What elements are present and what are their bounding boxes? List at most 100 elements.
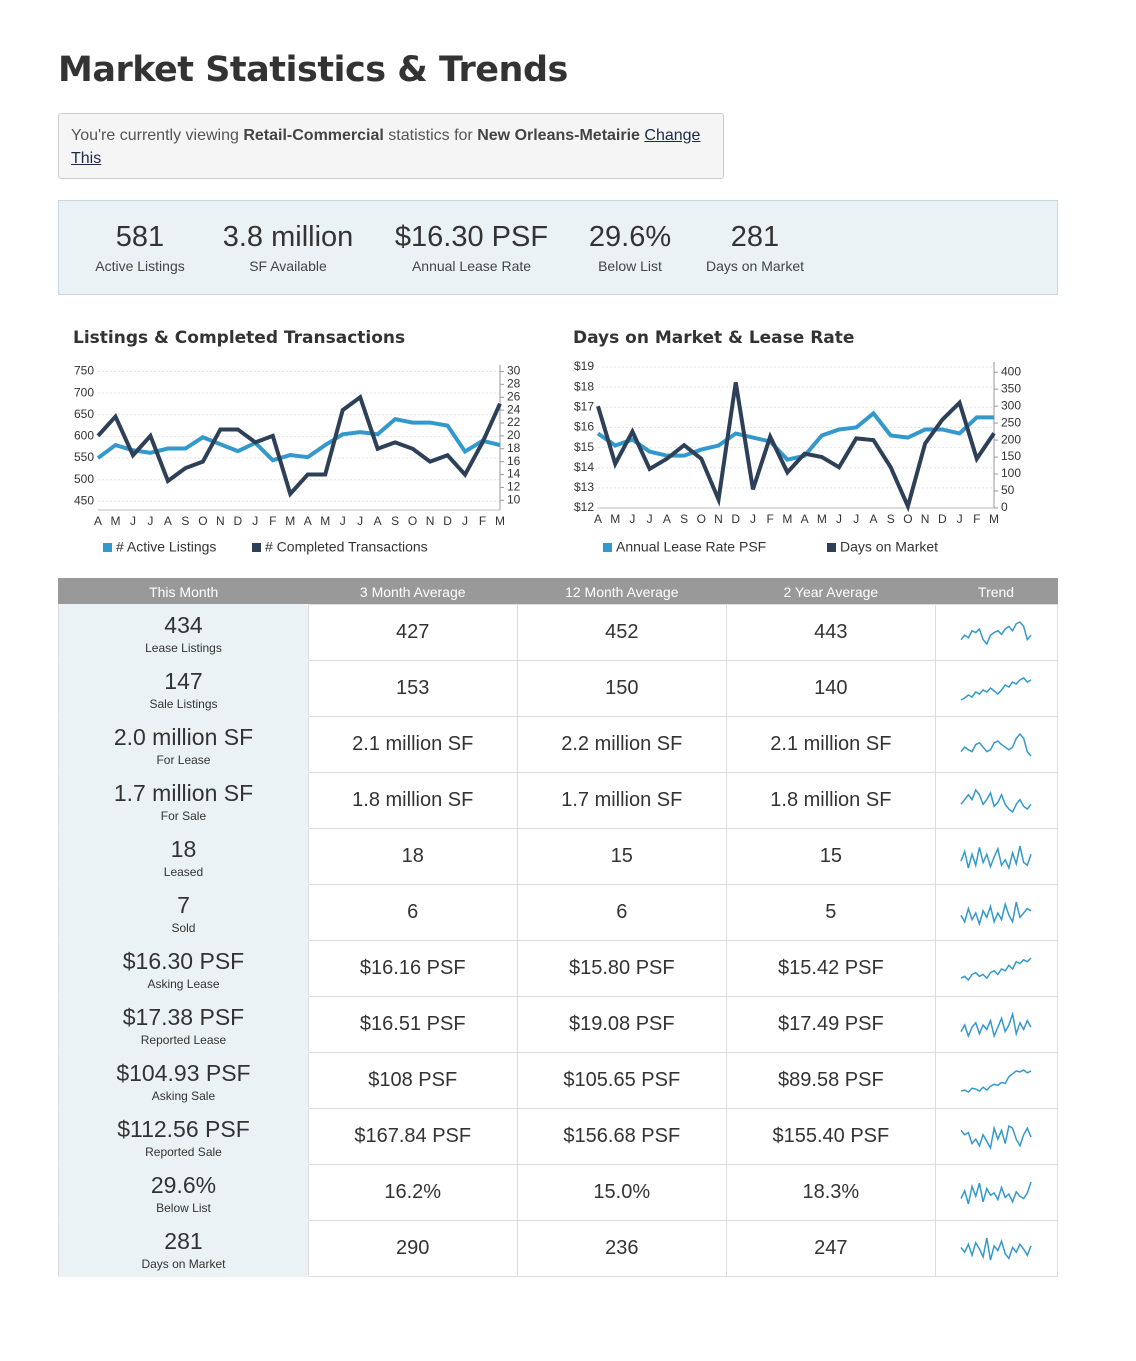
- sparkline: [960, 956, 1032, 981]
- notice-text: statistics for: [388, 127, 473, 144]
- legend-swatch: [603, 543, 612, 552]
- average-cell: 247: [726, 1220, 936, 1277]
- stat-label: Below List: [598, 258, 662, 274]
- stat: 29.6% Below List: [574, 221, 686, 274]
- table-row: $112.56 PSF Reported Sale $167.84 PSF $156.…: [58, 1108, 1059, 1165]
- trend-cell: [934, 604, 1059, 661]
- x-tick-label: N: [216, 514, 225, 528]
- x-tick-label: A: [164, 514, 172, 528]
- legend-label: Annual Lease Rate PSF: [616, 539, 766, 555]
- average-cell: 15: [726, 828, 936, 885]
- x-tick-label: A: [801, 512, 809, 526]
- sparkline-line: [960, 900, 1032, 926]
- cell-value: 434: [164, 611, 203, 638]
- x-tick-label: J: [853, 512, 859, 526]
- x-tick-label: J: [462, 514, 468, 528]
- average-cell: 18.3%: [726, 1164, 936, 1221]
- x-tick-label: A: [304, 514, 312, 528]
- x-tick-label: D: [731, 512, 740, 526]
- trend-cell: [934, 716, 1059, 773]
- y-tick-label: $17: [574, 399, 594, 413]
- x-tick-label: N: [921, 512, 930, 526]
- average-cell: 15: [516, 828, 728, 885]
- y2-tick-label: 0: [1001, 500, 1008, 514]
- cell-value: $112.56 PSF: [117, 1115, 250, 1142]
- sparkline-line: [960, 1237, 1033, 1260]
- x-tick-label: D: [938, 512, 947, 526]
- x-tick-label: J: [750, 512, 756, 526]
- average-cell: 236: [516, 1220, 728, 1277]
- average-cell: $108 PSF: [307, 1052, 518, 1109]
- y-tick-label: 550: [74, 450, 94, 464]
- x-tick-label: M: [989, 512, 999, 526]
- average-cell: $105.65 PSF: [516, 1052, 728, 1109]
- average-cell: 150: [516, 660, 728, 717]
- cell-value: 18: [170, 835, 197, 862]
- notice: You're currently viewing Retail-Commerci…: [58, 113, 724, 179]
- x-tick-label: O: [697, 512, 706, 526]
- cell-value: 1.7 million SF: [113, 779, 254, 806]
- cell-value: 7: [177, 891, 190, 918]
- average-cell: 427: [307, 604, 518, 661]
- change-link[interactable]: Change This: [71, 127, 701, 167]
- x-tick-label: J: [629, 512, 635, 526]
- y2-tick-label: 30: [507, 364, 521, 378]
- x-tick-label: O: [903, 512, 912, 526]
- average-cell: $15.80 PSF: [516, 940, 728, 997]
- x-tick-label: A: [594, 512, 602, 526]
- series-line: [96, 416, 501, 463]
- cell-value: 2.0 million SF: [113, 723, 254, 750]
- y2-tick-label: 22: [507, 415, 521, 429]
- y-tick-label: $18: [574, 379, 594, 393]
- table-row: $16.30 PSF Asking Lease $16.16 PSF $15.80 P…: [58, 940, 1059, 997]
- stat: 3.8 million SF Available: [209, 221, 367, 274]
- cell-value: 147: [164, 667, 203, 694]
- average-cell: 452: [516, 604, 728, 661]
- sparkline: [960, 900, 1032, 926]
- cell-label: Below List: [156, 1200, 211, 1215]
- sparkline: [960, 787, 1032, 813]
- y2-tick-label: 16: [507, 454, 521, 468]
- trend-cell: [934, 1052, 1059, 1109]
- table-row: 147 Sale Listings 153 150 140: [58, 660, 1059, 717]
- y2-tick-label: 150: [1001, 449, 1021, 463]
- x-tick-label: A: [663, 512, 671, 526]
- cell-label: For Lease: [156, 752, 211, 767]
- sparkline-line: [960, 1181, 1033, 1204]
- y-tick-label: $15: [574, 440, 594, 454]
- stat-value: 581: [115, 221, 165, 253]
- average-cell: $15.42 PSF: [726, 940, 936, 997]
- sparkline-line: [960, 787, 1032, 813]
- trend-cell: [934, 1220, 1059, 1277]
- y2-tick-label: 18: [507, 441, 521, 455]
- table-row: 2.0 million SF For Lease 2.1 million SF 2.2…: [58, 716, 1059, 773]
- y2-tick-label: 14: [507, 467, 521, 481]
- sparkline-line: [960, 732, 1032, 756]
- x-tick-label: M: [110, 514, 120, 528]
- table-row: 281 Days on Market 290 236 247: [58, 1220, 1059, 1277]
- legend-label: # Active Listings: [116, 539, 216, 555]
- table-row: $17.38 PSF Reported Lease $16.51 PSF $19.08…: [58, 996, 1059, 1053]
- y-tick-label: 500: [74, 472, 94, 486]
- average-cell: 15.0%: [516, 1164, 728, 1221]
- average-cell: $16.51 PSF: [307, 996, 518, 1053]
- stat-value: 29.6%: [588, 221, 672, 253]
- y-tick-label: $16: [574, 420, 594, 434]
- x-tick-label: M: [495, 514, 505, 528]
- x-tick-label: M: [782, 512, 792, 526]
- series-line: [596, 410, 994, 462]
- stats-table: This Month 3 Month Average 12 Month Averag…: [58, 578, 1059, 1277]
- x-tick-label: S: [680, 512, 688, 526]
- average-cell: 140: [726, 660, 936, 717]
- x-tick-label: F: [767, 512, 774, 526]
- average-cell: 2.1 million SF: [307, 716, 518, 773]
- average-cell: $156.68 PSF: [516, 1108, 728, 1165]
- chart-title: Listings & Completed Transactions: [73, 328, 405, 348]
- sparkline: [960, 620, 1032, 645]
- average-cell: 1.8 million SF: [307, 772, 518, 829]
- x-tick-label: F: [479, 514, 486, 528]
- x-tick-label: J: [647, 512, 653, 526]
- y-tick-label: $12: [574, 500, 594, 514]
- y-tick-label: 650: [74, 407, 94, 421]
- x-tick-label: O: [408, 514, 417, 528]
